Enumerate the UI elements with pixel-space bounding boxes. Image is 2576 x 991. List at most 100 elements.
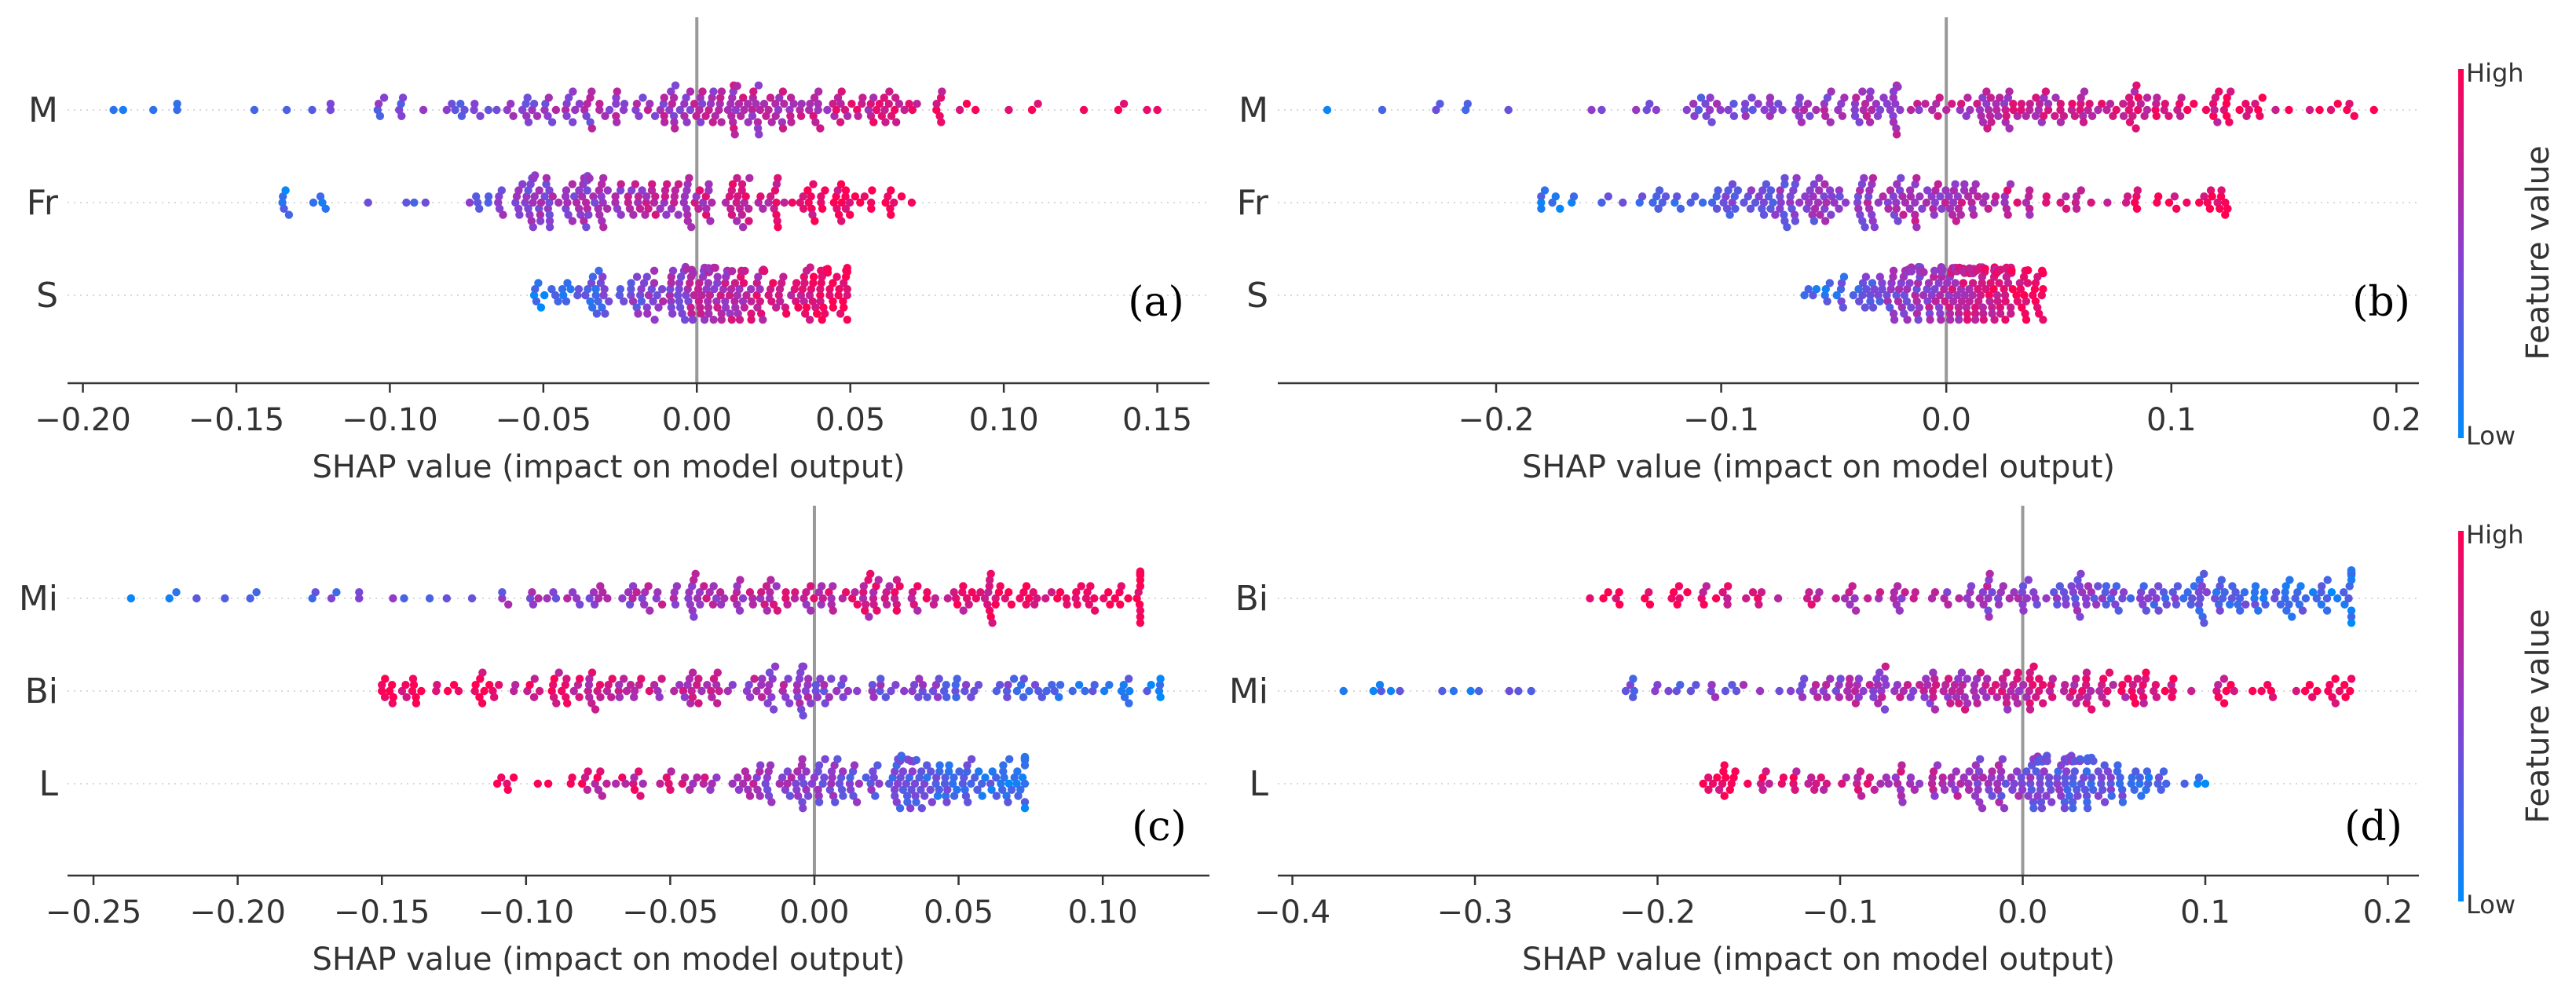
shap-point (1712, 204, 1722, 213)
shap-point (1378, 105, 1387, 115)
shap-point (2018, 600, 2027, 609)
shap-point (1864, 204, 1874, 213)
shap-point (933, 693, 942, 701)
shap-point (1968, 204, 1977, 213)
shap-point (796, 291, 806, 300)
shap-point (693, 594, 702, 603)
shap-point (1621, 686, 1630, 696)
shap-point (2027, 785, 2036, 794)
shap-point (644, 582, 653, 591)
shap-point (1716, 105, 1725, 115)
shap-point (829, 303, 838, 312)
shap-point (2060, 803, 2069, 813)
shap-point (563, 198, 572, 207)
shap-point (2071, 198, 2080, 207)
shap-point (686, 699, 695, 708)
shap-point (796, 198, 804, 207)
shap-point (598, 303, 606, 312)
shap-point (1791, 180, 1799, 188)
shap-point (2089, 756, 2098, 766)
shap-point (810, 217, 819, 225)
shap-point (2059, 588, 2069, 597)
shap-point (839, 675, 848, 683)
shap-point (620, 100, 629, 108)
shap-point (1020, 803, 1030, 813)
shap-point (2200, 569, 2208, 578)
shap-point (2293, 588, 2302, 597)
shap-point (448, 100, 456, 108)
shap-point (629, 210, 638, 219)
shap-point (2153, 198, 2161, 207)
shap-point (488, 686, 497, 696)
x-axis-label: SHAP value (impact on model output) (1522, 449, 2115, 485)
shap-point (869, 588, 878, 597)
shap-point (1952, 767, 1960, 776)
shap-point (2025, 686, 2034, 696)
shap-point (898, 785, 908, 794)
shap-point (1874, 198, 1883, 207)
shap-point (1855, 297, 1864, 305)
shap-point (1706, 93, 1714, 102)
shap-point (514, 204, 523, 213)
shap-point (650, 112, 660, 120)
shap-point (1731, 767, 1740, 776)
shap-point (683, 217, 692, 225)
shap-point (475, 693, 484, 701)
shap-point (702, 210, 711, 219)
shap-point (808, 210, 817, 219)
shap-point (603, 186, 612, 195)
shap-point (1701, 100, 1710, 108)
shap-point (1692, 681, 1700, 689)
shap-point (726, 309, 734, 318)
x-tick-label: 0.2 (2372, 402, 2422, 438)
shap-point (2010, 779, 2018, 788)
shap-point (1014, 792, 1023, 800)
shap-point (2073, 606, 2082, 615)
shap-point (678, 309, 686, 318)
shap-point (653, 291, 661, 300)
shap-point (1074, 681, 1084, 689)
shap-point (875, 100, 884, 108)
shap-point (867, 204, 876, 213)
shap-point (1842, 773, 1850, 782)
shap-point (2062, 192, 2070, 201)
shap-point (1835, 192, 1844, 201)
shap-point (1853, 785, 1863, 794)
feature-label: S (1246, 276, 1268, 316)
shap-point (816, 285, 825, 294)
shap-point (2123, 192, 2132, 201)
shap-point (765, 668, 774, 677)
shap-point (530, 192, 539, 201)
shap-point (2098, 594, 2107, 603)
shap-point (2325, 681, 2334, 689)
shap-point (1117, 582, 1126, 591)
shap-point (2097, 779, 2106, 788)
shap-point (2121, 693, 2130, 701)
shap-point (2070, 767, 2079, 776)
shap-point (545, 223, 554, 232)
shap-point (759, 100, 769, 108)
shap-point (1993, 785, 2003, 794)
shap-point (1795, 112, 1803, 120)
shap-point (869, 773, 879, 782)
shap-point (696, 600, 704, 609)
panel-letter: (d) (2344, 803, 2402, 850)
shap-point (2035, 675, 2044, 683)
shap-point (2022, 767, 2031, 776)
shap-point (928, 686, 938, 696)
shap-point (1911, 588, 1919, 597)
shap-point (1432, 105, 1440, 115)
shap-point (571, 105, 580, 115)
shap-point (992, 686, 1001, 696)
shap-point (2176, 112, 2185, 120)
shap-point (1993, 297, 2002, 305)
shap-point (1898, 192, 1907, 201)
shap-point (931, 594, 940, 603)
shap-point (1901, 588, 1909, 597)
shap-point (2037, 291, 2046, 300)
shap-point (589, 588, 598, 597)
shap-point (569, 686, 578, 696)
shap-point (492, 779, 502, 788)
shap-point (2135, 594, 2145, 603)
shap-point (2126, 594, 2135, 603)
